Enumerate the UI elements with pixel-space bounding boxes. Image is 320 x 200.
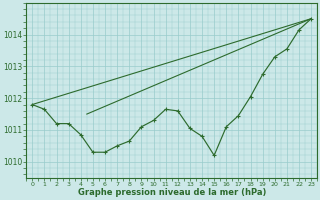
X-axis label: Graphe pression niveau de la mer (hPa): Graphe pression niveau de la mer (hPa) [77, 188, 266, 197]
